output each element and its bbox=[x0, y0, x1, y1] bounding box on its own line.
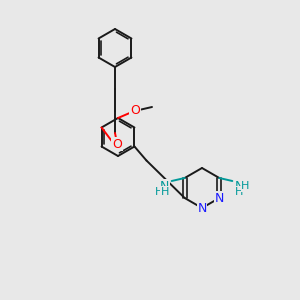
Text: H: H bbox=[160, 187, 169, 197]
Text: H: H bbox=[154, 187, 163, 197]
Text: N: N bbox=[197, 202, 207, 214]
Text: O: O bbox=[130, 103, 140, 116]
Text: O: O bbox=[112, 137, 122, 151]
Text: H: H bbox=[235, 187, 244, 197]
Text: N: N bbox=[214, 191, 224, 205]
Text: N: N bbox=[235, 179, 244, 193]
Text: H: H bbox=[241, 181, 250, 191]
Text: N: N bbox=[160, 179, 169, 193]
